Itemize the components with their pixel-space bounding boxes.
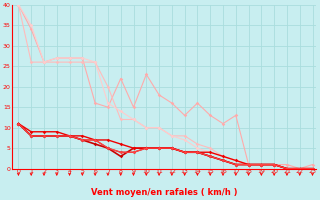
X-axis label: Vent moyen/en rafales ( km/h ): Vent moyen/en rafales ( km/h ) — [91, 188, 237, 197]
